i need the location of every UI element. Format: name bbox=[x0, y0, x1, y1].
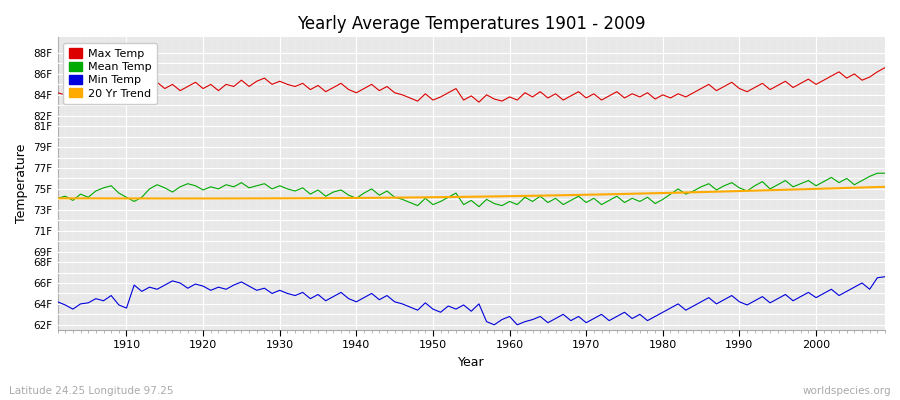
Legend: Max Temp, Mean Temp, Min Temp, 20 Yr Trend: Max Temp, Mean Temp, Min Temp, 20 Yr Tre… bbox=[63, 43, 157, 104]
Text: Latitude 24.25 Longitude 97.25: Latitude 24.25 Longitude 97.25 bbox=[9, 386, 174, 396]
X-axis label: Year: Year bbox=[458, 356, 484, 369]
Title: Yearly Average Temperatures 1901 - 2009: Yearly Average Temperatures 1901 - 2009 bbox=[297, 15, 645, 33]
Y-axis label: Temperature: Temperature bbox=[15, 144, 28, 223]
Text: worldspecies.org: worldspecies.org bbox=[803, 386, 891, 396]
